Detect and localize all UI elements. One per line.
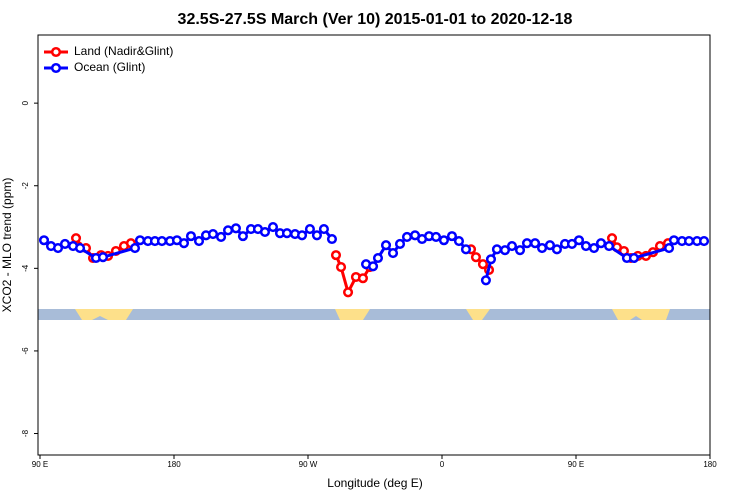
point	[222, 225, 234, 236]
point	[215, 231, 227, 242]
point	[326, 233, 338, 245]
point	[387, 248, 399, 259]
point	[446, 231, 458, 242]
point	[97, 252, 109, 263]
point	[606, 233, 618, 244]
point	[683, 236, 695, 247]
point	[380, 240, 392, 251]
ocean-strip	[38, 309, 710, 320]
point	[318, 224, 329, 235]
plot-frame	[37, 34, 711, 456]
legend-label: Ocean (Glint)	[74, 60, 145, 74]
point	[134, 235, 146, 246]
series-line	[43, 225, 705, 281]
point	[544, 240, 555, 251]
point	[372, 252, 384, 264]
point	[193, 236, 205, 247]
point	[52, 243, 64, 254]
point	[401, 231, 413, 242]
point	[514, 245, 526, 256]
point	[537, 243, 548, 254]
point	[185, 231, 197, 242]
point	[460, 244, 472, 255]
point	[230, 223, 241, 234]
point	[267, 221, 279, 233]
land-mask	[38, 309, 710, 320]
point	[521, 238, 533, 249]
point	[38, 235, 50, 246]
x-tick-label: 90 E	[32, 460, 48, 469]
point	[178, 238, 190, 249]
point	[330, 250, 342, 261]
x-tick-label: 180	[167, 460, 181, 469]
y-tick-label: -2	[21, 182, 30, 190]
land-strip	[612, 309, 670, 320]
y-tick-label: 0	[21, 100, 30, 105]
point	[237, 231, 248, 242]
point	[296, 230, 308, 241]
point	[453, 236, 465, 247]
point	[438, 235, 449, 246]
land-strip	[75, 309, 133, 320]
x-tick-label: 0	[440, 460, 445, 469]
legend-label: Land (Nadir&Glint)	[74, 44, 173, 58]
point	[668, 235, 680, 246]
point	[129, 243, 141, 254]
point	[342, 287, 354, 298]
point	[664, 243, 675, 254]
point	[357, 273, 368, 284]
point	[551, 244, 562, 255]
point	[70, 233, 82, 244]
legend-marker	[50, 62, 62, 74]
y-axis-label: XCO2 - MLO trend (ppm)	[0, 178, 14, 313]
point	[491, 244, 502, 255]
point	[259, 226, 271, 238]
point	[499, 245, 511, 256]
land-strip	[335, 309, 370, 320]
point	[74, 243, 86, 254]
point	[698, 236, 710, 247]
point	[628, 252, 639, 264]
point	[480, 275, 491, 286]
chart-title: 32.5S-27.5S March (Ver 10) 2015-01-01 to…	[178, 11, 573, 28]
legend-marker	[50, 46, 62, 58]
x-axis-label: Longitude (deg E)	[327, 476, 422, 490]
point	[311, 230, 322, 241]
point	[530, 238, 541, 249]
x-tick-label: 180	[703, 460, 717, 469]
y-tick-label: -4	[21, 264, 30, 272]
point	[477, 259, 488, 270]
point	[394, 238, 406, 250]
point	[430, 231, 442, 242]
point	[580, 240, 592, 252]
point	[281, 228, 293, 239]
point	[470, 252, 481, 263]
x-tick-label: 90 W	[299, 460, 318, 469]
y-tick-label: -6	[21, 347, 30, 355]
point	[59, 238, 71, 250]
point	[595, 238, 607, 249]
point	[573, 235, 585, 246]
point	[506, 240, 518, 252]
point	[368, 261, 379, 272]
point	[336, 262, 347, 273]
x-tick-label: 90 E	[568, 460, 584, 469]
point	[156, 236, 167, 247]
land-strip	[466, 309, 490, 320]
point	[304, 224, 315, 235]
y-tick-label: -8	[21, 429, 30, 437]
point	[207, 229, 219, 240]
point	[485, 254, 497, 265]
point	[588, 243, 600, 254]
point	[604, 240, 615, 252]
